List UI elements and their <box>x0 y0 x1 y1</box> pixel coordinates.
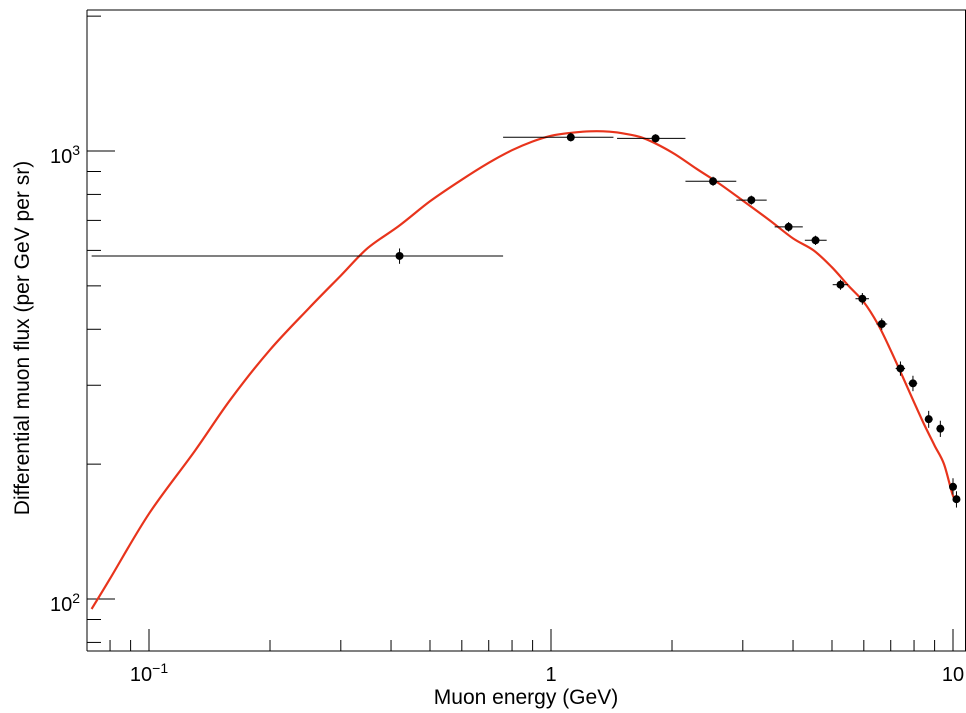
data-point <box>774 222 803 232</box>
data-point <box>895 361 906 376</box>
point-marker <box>936 424 945 433</box>
data-point <box>91 248 504 264</box>
point-marker <box>811 236 820 245</box>
axes: 10−1 1 10 102 103 <box>50 9 966 686</box>
fit-curve-layer <box>90 130 958 610</box>
data-point <box>952 491 961 508</box>
point-marker <box>949 482 957 491</box>
x-tick-label: 10−1 <box>130 660 168 686</box>
y-axis-title: Differential muon flux (per GeV per sr) <box>11 161 34 515</box>
x-axis-title: Muon energy (GeV) <box>434 686 618 709</box>
data-point <box>685 176 737 186</box>
point-marker <box>908 379 917 388</box>
data-point <box>503 132 614 142</box>
data-point <box>832 279 848 290</box>
data-point <box>908 375 918 392</box>
data-point <box>804 235 827 245</box>
point-marker <box>924 415 933 424</box>
data-point <box>617 134 686 143</box>
fit-curve <box>90 130 958 610</box>
data-point <box>949 478 957 495</box>
data-point <box>924 410 933 428</box>
point-marker <box>896 364 905 373</box>
data-points-layer <box>91 132 961 508</box>
point-marker <box>566 133 575 142</box>
y-tick-label: 103 <box>50 142 80 168</box>
y-tick-label: 102 <box>50 590 80 616</box>
data-point <box>736 195 767 205</box>
data-point <box>936 420 945 437</box>
x-tick-label: 1 <box>545 664 556 686</box>
point-marker <box>709 177 718 186</box>
data-point <box>855 292 869 305</box>
point-marker <box>952 495 961 504</box>
x-tick-label: 10 <box>942 664 964 686</box>
point-marker <box>836 280 845 289</box>
point-marker <box>651 134 660 143</box>
point-marker <box>395 251 404 260</box>
data-point <box>876 318 888 330</box>
point-marker <box>877 319 886 328</box>
point-marker <box>784 222 793 231</box>
point-marker <box>747 196 756 205</box>
point-marker <box>858 294 867 303</box>
